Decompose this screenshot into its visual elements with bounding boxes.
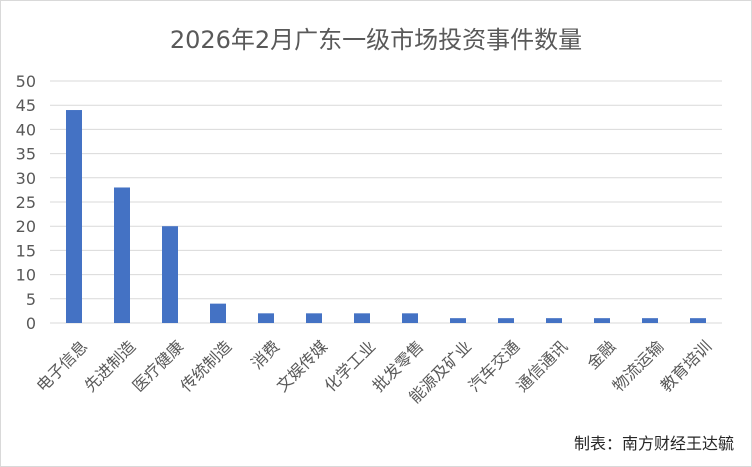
- credit-note: 制表：南方财经王达毓: [573, 434, 734, 453]
- bar: [402, 313, 418, 323]
- y-tick-label: 25: [16, 193, 36, 212]
- y-tick-label: 0: [26, 314, 36, 333]
- x-tick-label: 先进制造: [81, 337, 140, 396]
- bar: [354, 313, 370, 323]
- x-tick-label: 医疗健康: [129, 337, 188, 396]
- y-tick-label: 20: [16, 217, 36, 236]
- x-tick-label: 物流运输: [609, 337, 668, 396]
- y-axis-ticks: 0 5 10 15 20 25 30 35 40 45 50: [16, 72, 36, 333]
- bar: [162, 226, 178, 323]
- bar: [498, 318, 514, 323]
- x-tick-label: 汽车交通: [465, 337, 524, 396]
- bar: [594, 318, 610, 323]
- x-tick-label: 消费: [247, 337, 283, 373]
- y-tick-label: 40: [16, 120, 36, 139]
- y-tick-label: 35: [16, 145, 36, 164]
- y-tick-label: 10: [16, 266, 36, 285]
- bars: [66, 110, 706, 323]
- grid-lines: [50, 80, 722, 324]
- y-tick-label: 45: [16, 96, 36, 115]
- y-tick-label: 30: [16, 169, 36, 188]
- bar: [114, 187, 130, 323]
- y-tick-label: 5: [26, 290, 36, 309]
- x-tick-label: 通信通讯: [513, 337, 572, 396]
- x-tick-label: 教育培训: [657, 337, 716, 396]
- x-tick-label: 化学工业: [321, 337, 380, 396]
- y-tick-label: 15: [16, 241, 36, 260]
- x-tick-label: 传统制造: [177, 337, 236, 396]
- x-tick-label: 电子信息: [33, 337, 92, 396]
- bar: [210, 303, 226, 323]
- bar: [642, 318, 658, 323]
- x-tick-label: 文娱传媒: [273, 337, 332, 396]
- bar: [450, 318, 466, 323]
- chart-title: 2026年2月广东一级市场投资事件数量: [169, 26, 583, 54]
- bar: [66, 110, 82, 323]
- bar: [690, 318, 706, 323]
- y-tick-label: 50: [16, 72, 36, 91]
- bar: [546, 318, 562, 323]
- x-tick-label: 金融: [583, 337, 619, 373]
- bar: [258, 313, 274, 323]
- bar: [306, 313, 322, 323]
